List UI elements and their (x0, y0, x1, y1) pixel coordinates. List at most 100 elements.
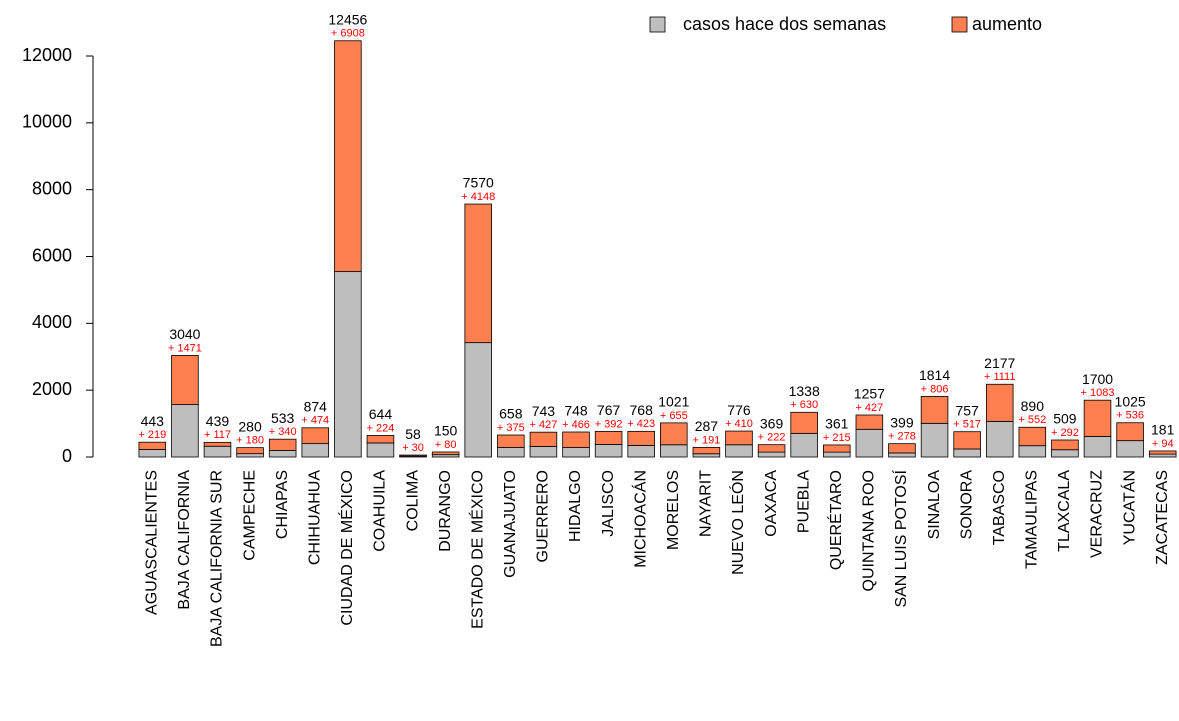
y-tick-label: 12000 (22, 45, 72, 65)
increase-label: + 630 (790, 399, 818, 411)
increase-label: + 806 (921, 383, 949, 395)
bar-segment (757, 451, 786, 458)
bar-segment (627, 445, 655, 458)
bar-segment (594, 430, 623, 445)
x-tick-label: JALISCO (600, 470, 617, 537)
bar-segment (268, 450, 297, 458)
legend-swatch (649, 16, 666, 33)
total-label: 658 (499, 406, 523, 422)
increase-label: + 536 (1116, 410, 1144, 422)
bar-segment (497, 434, 525, 448)
x-tick-label: MORELOS (665, 470, 682, 550)
total-label: 776 (727, 402, 751, 418)
bar-segment (138, 441, 167, 450)
total-label: 874 (304, 398, 328, 414)
bar-segment (1148, 453, 1177, 458)
bar-segment (823, 444, 851, 453)
total-label: 439 (206, 413, 230, 429)
bar-segment (1018, 426, 1047, 447)
increase-label: + 30 (402, 442, 424, 454)
bar-segment (1051, 449, 1079, 458)
total-label: 768 (630, 402, 654, 418)
bar-segment (920, 395, 949, 424)
total-label: 3040 (169, 326, 200, 342)
bar-segment (529, 446, 558, 458)
increase-label: + 80 (435, 439, 457, 451)
bar-segment (301, 443, 330, 458)
x-tick-label: PUEBLA (795, 470, 812, 533)
increase-label: + 552 (1018, 414, 1046, 426)
increase-label: + 117 (204, 429, 231, 441)
legend-label: aumento (972, 14, 1042, 34)
total-label: 181 (1151, 422, 1175, 438)
increase-label: + 410 (725, 418, 753, 430)
bar-segment (1083, 399, 1112, 437)
increase-label: + 278 (888, 431, 916, 443)
x-tick-label: VERACRUZ (1089, 470, 1106, 558)
bar-segment (757, 444, 786, 453)
bar-segment (855, 414, 884, 430)
x-tick-label: DURANGO (437, 470, 454, 552)
total-label: 1814 (919, 367, 950, 383)
total-label: 399 (890, 414, 914, 430)
total-label: 7570 (463, 175, 494, 191)
x-tick-label: SAN LUIS POTOSÍ (891, 469, 910, 607)
x-tick-label: AGUASCALIENTES (144, 470, 161, 615)
bar-segment (171, 355, 199, 405)
total-label: 361 (825, 416, 849, 432)
bar-segment (627, 430, 655, 446)
x-tick-label: GUANAJUATO (502, 470, 519, 578)
total-label: 150 (434, 423, 458, 439)
total-label: 509 (1053, 411, 1077, 427)
bar-segment (203, 441, 232, 447)
bar-segment (562, 447, 590, 458)
bar-segment (660, 444, 688, 458)
bar-segment (1148, 450, 1177, 455)
total-label: 1021 (658, 394, 689, 410)
y-tick-label: 8000 (32, 178, 72, 198)
increase-label: + 224 (367, 422, 395, 434)
bar-segment (268, 438, 297, 451)
x-tick-label: CHIHUAHUA (306, 470, 323, 565)
total-label: 1700 (1082, 371, 1113, 387)
y-tick-label: 10000 (22, 112, 72, 132)
increase-label: + 466 (562, 419, 590, 431)
bar-segment (399, 454, 427, 457)
bar-segment (725, 444, 753, 458)
bar-segment (366, 442, 395, 458)
bar-segment (236, 453, 264, 458)
bar-segment (1083, 435, 1112, 458)
total-label: 280 (238, 418, 262, 434)
bar-segment (953, 448, 981, 458)
increase-label: + 1111 (984, 371, 1016, 383)
bar-segment (171, 404, 199, 458)
bar-segment (888, 452, 916, 458)
bar-segment (366, 435, 395, 444)
x-tick-label: YUCATÁN (1119, 470, 1138, 545)
x-tick-label: CAMPECHE (241, 470, 258, 561)
bar-segment (1116, 422, 1144, 442)
x-tick-label: NAYARIT (698, 470, 715, 537)
bar-segment (301, 427, 330, 445)
increase-label: + 474 (301, 415, 329, 427)
bar-segment (790, 411, 818, 434)
bar-segment (920, 422, 949, 458)
bar-segment (888, 443, 916, 454)
bar-segment (1018, 445, 1047, 458)
bar-segment (464, 203, 492, 344)
bar-segment (985, 383, 1014, 422)
total-label: 757 (955, 402, 979, 418)
x-tick-label: ZACATECAS (1154, 470, 1171, 565)
bar-segment (497, 447, 525, 458)
x-tick-label: OAXACA (763, 470, 780, 537)
x-tick-label: BAJA CALIFORNIA SUR (209, 470, 226, 647)
x-tick-label: CIUDAD DE MÉXICO (337, 470, 356, 626)
increase-label: + 392 (595, 418, 623, 430)
y-tick-label: 4000 (32, 312, 72, 332)
increase-label: + 191 (692, 434, 720, 446)
total-label: 890 (1021, 398, 1045, 414)
increase-label: + 292 (1051, 427, 1079, 439)
x-tick-label: CHIAPAS (274, 470, 291, 539)
bar-segment (823, 451, 851, 458)
bar-segment (562, 431, 590, 448)
